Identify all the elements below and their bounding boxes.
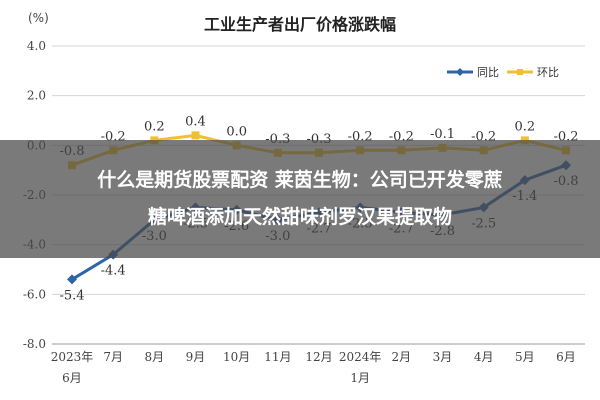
x-tick-label: 9月	[186, 350, 206, 364]
banner-line-2: 糖啤酒添加天然甜味剂罗汉果提取物	[147, 206, 452, 228]
chart-title: 工业生产者出厂价格涨跌幅	[204, 15, 396, 34]
x-tick-label-line2: 1月	[350, 371, 370, 385]
x-tick-label: 2023年	[51, 350, 94, 364]
x-tick-label: 12月	[305, 350, 332, 364]
x-tick-label-line2: 6月	[62, 371, 82, 385]
data-label-mom: -0.1	[430, 127, 455, 142]
x-tick-label: 4月	[474, 350, 494, 364]
y-tick-label: -8.0	[23, 337, 46, 351]
x-tick-label: 7月	[103, 350, 123, 364]
x-tick-label: 5月	[515, 350, 535, 364]
data-label-yoy: -5.4	[59, 288, 84, 303]
y-tick-label: 4.0	[27, 39, 46, 53]
data-point-yoy	[67, 274, 77, 285]
data-label-mom: 0.2	[144, 119, 165, 134]
x-tick-labels: 2023年 6月 7月 8月 9月 10月 11月 12月 2024年 1月 2月 3月 4月 5月 6月	[51, 350, 576, 385]
banner-line-1: 什么是期货股票配资 莱茵生物：公司已开发零蔗	[97, 169, 503, 191]
legend-label: 同比	[477, 66, 499, 79]
x-tick-label: 8月	[145, 350, 165, 364]
x-tick-label: 2月	[392, 350, 412, 364]
y-tick-label: -6.0	[23, 287, 46, 301]
x-tick-label: 3月	[433, 350, 453, 364]
overlay-banner[interactable]: 什么是期货股票配资 莱茵生物：公司已开发零蔗 糖啤酒添加天然甜味剂罗汉果提取物	[0, 140, 600, 258]
y-tick-label: 2.0	[27, 89, 46, 103]
data-label-mom: 0.4	[185, 114, 206, 129]
data-point-mom	[191, 131, 200, 140]
legend: 同比 环比	[447, 66, 559, 79]
x-tick-label: 6月	[556, 350, 576, 364]
legend-label: 环比	[537, 66, 559, 79]
legend-marker	[517, 69, 523, 75]
x-tick-label: 10月	[223, 350, 250, 364]
y-axis-unit: (%)	[28, 11, 49, 25]
x-tick-label: 2024年	[339, 350, 382, 364]
x-tick-label: 11月	[264, 350, 291, 364]
data-label-yoy: -4.4	[101, 264, 126, 279]
data-label-mom: 0.2	[514, 119, 535, 134]
data-label-mom: 0.0	[226, 124, 247, 139]
legend-marker	[456, 68, 464, 76]
